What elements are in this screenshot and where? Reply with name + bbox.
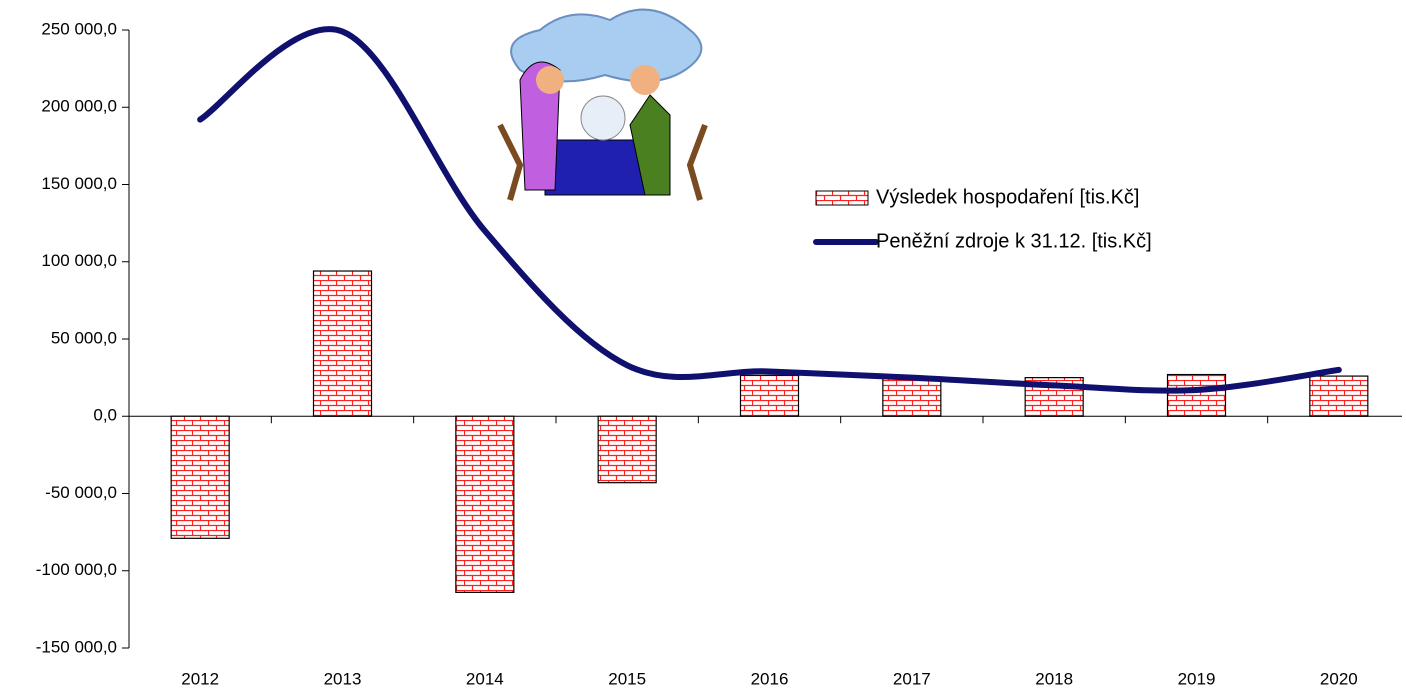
- x-tick-label: 2012: [181, 669, 219, 688]
- bar: [1309, 375, 1369, 417]
- x-tick-label: 2020: [1320, 669, 1358, 688]
- x-tick-label: 2018: [1035, 669, 1073, 688]
- bar: [739, 374, 800, 417]
- y-tick-label: 0,0: [93, 406, 117, 425]
- legend-label: Výsledek hospodaření [tis.Kč]: [876, 186, 1139, 208]
- bar: [455, 415, 515, 593]
- y-tick-label: 50 000,0: [51, 328, 117, 347]
- x-tick-label: 2013: [324, 669, 362, 688]
- x-tick-label: 2017: [893, 669, 931, 688]
- bar: [170, 415, 230, 539]
- x-tick-label: 2015: [608, 669, 646, 688]
- bar: [312, 270, 373, 417]
- x-tick-label: 2016: [751, 669, 789, 688]
- y-tick-label: -150 000,0: [36, 637, 117, 656]
- bar: [1166, 373, 1227, 417]
- y-tick-label: 150 000,0: [41, 174, 117, 193]
- legend-label: Peněžní zdroje k 31.12. [tis.Kč]: [876, 230, 1152, 252]
- x-tick-label: 2019: [1178, 669, 1216, 688]
- bar: [597, 415, 657, 484]
- y-tick-label: -100 000,0: [36, 560, 117, 579]
- y-tick-label: -50 000,0: [45, 483, 117, 502]
- clip-art: [497, 8, 708, 201]
- bar: [882, 377, 942, 417]
- y-tick-label: 250 000,0: [41, 19, 117, 38]
- line: [197, 26, 1342, 394]
- y-tick-label: 200 000,0: [41, 97, 117, 116]
- legend-swatch: [815, 190, 869, 206]
- y-tick-label: 100 000,0: [41, 251, 117, 270]
- x-tick-label: 2014: [466, 669, 504, 688]
